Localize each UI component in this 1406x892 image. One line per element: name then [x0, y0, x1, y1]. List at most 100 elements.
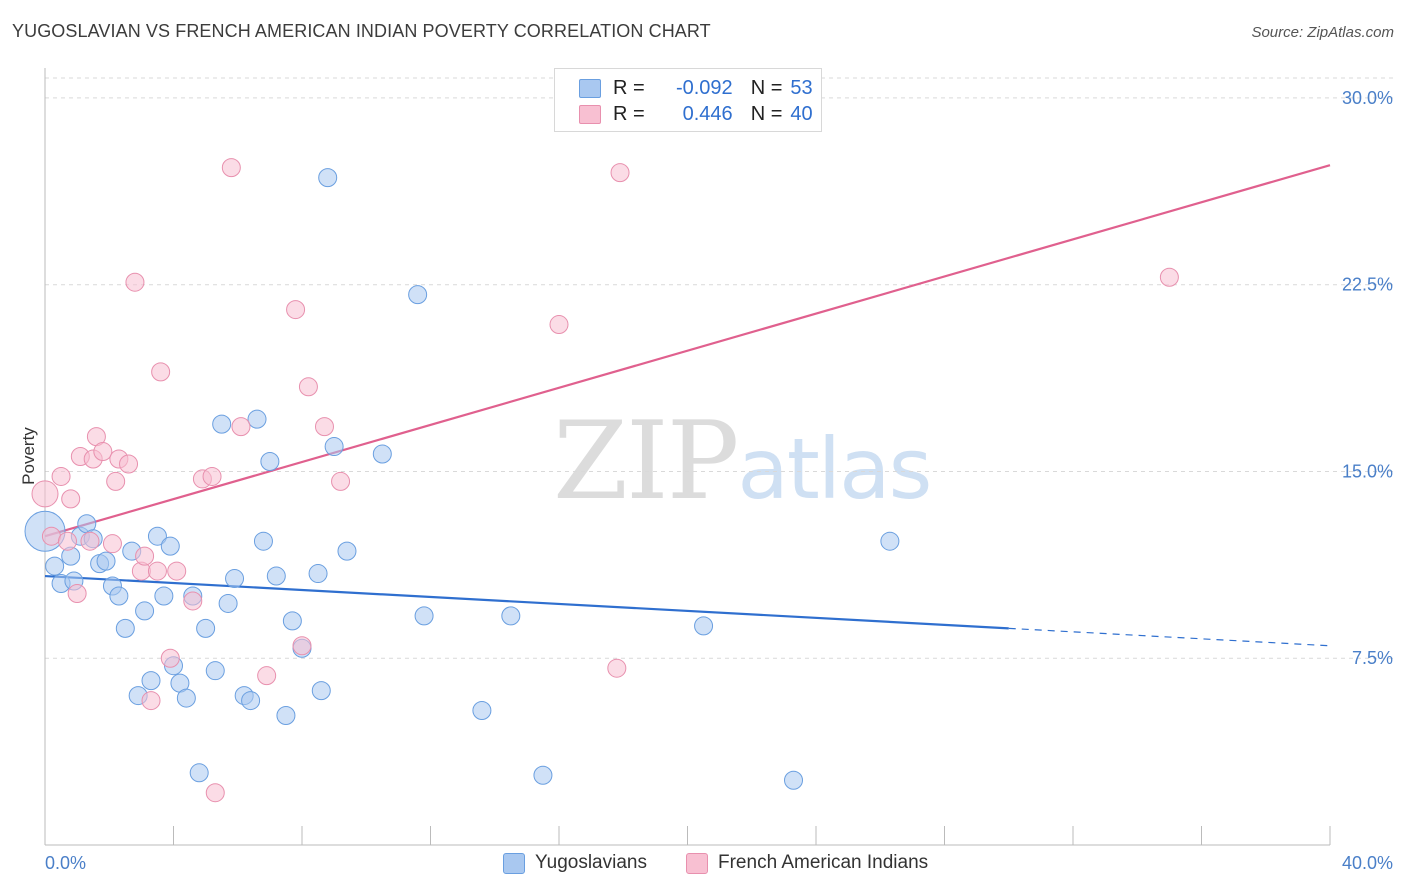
- data-point: [61, 489, 81, 509]
- data-point: [109, 586, 129, 606]
- data-point: [147, 561, 167, 581]
- tick-labels: 7.5% 15.0% 22.5% 30.0% 0.0% 40.0%: [45, 88, 1393, 873]
- data-point: [189, 763, 209, 783]
- data-point: [501, 606, 521, 626]
- data-point: [119, 454, 139, 474]
- data-point: [472, 701, 492, 721]
- data-point: [260, 452, 280, 471]
- watermark-atlas: atlas: [737, 420, 932, 518]
- correlation-legend: R = -0.092 N = 53 R = 0.446 N = 40: [554, 68, 822, 132]
- data-point: [414, 606, 434, 626]
- series-label: Yugoslavians: [535, 852, 647, 873]
- legend-r-value: 0.446: [682, 102, 733, 125]
- series-swatch-french-american-indians: [686, 852, 708, 874]
- legend-r-label: R =: [613, 76, 645, 99]
- data-point: [253, 531, 273, 551]
- data-point: [57, 531, 77, 551]
- data-point: [147, 526, 167, 546]
- series-legend-yugoslavians[interactable]: Yugoslavians: [503, 852, 647, 874]
- data-point: [51, 466, 71, 486]
- legend-row-french-american-indians: R = 0.446 N = 40: [579, 102, 813, 126]
- data-point: [96, 551, 116, 571]
- data-point: [337, 541, 357, 561]
- data-point: [784, 770, 804, 790]
- data-point: [318, 168, 338, 188]
- series-legend-french-american-indians[interactable]: French American Indians: [686, 852, 928, 874]
- data-point: [135, 546, 155, 566]
- data-point: [308, 564, 328, 584]
- data-point: [298, 377, 318, 397]
- data-point: [880, 531, 900, 551]
- data-point: [45, 556, 65, 576]
- data-point: [1159, 267, 1179, 287]
- data-point: [31, 480, 59, 508]
- data-point: [257, 666, 277, 686]
- source-credit: Source: ZipAtlas.com: [1251, 24, 1394, 41]
- data-point: [205, 661, 225, 681]
- data-point: [247, 409, 267, 429]
- data-point: [151, 362, 171, 382]
- data-point: [160, 536, 180, 556]
- trend-line-extension: [1008, 627, 1331, 647]
- data-point: [225, 569, 245, 589]
- series-swatch-yugoslavians: [503, 852, 525, 874]
- legend-n-label: N =: [750, 76, 783, 99]
- trend-lines: [44, 164, 1331, 647]
- legend-r-value: -0.092: [675, 76, 733, 99]
- data-point: [218, 593, 238, 613]
- trend-line: [44, 164, 1331, 538]
- legend-n-label: N =: [750, 102, 783, 125]
- data-points: [24, 98, 1179, 803]
- series-legend: Yugoslavians French American Indians: [0, 852, 1406, 878]
- series-label: French American Indians: [718, 852, 929, 873]
- data-point: [141, 671, 161, 691]
- y-tick-label: 22.5%: [1342, 275, 1393, 295]
- data-point: [372, 444, 392, 464]
- legend-n-value: 53: [790, 76, 813, 99]
- data-point: [610, 163, 630, 183]
- data-point: [266, 566, 286, 586]
- data-point: [286, 300, 306, 320]
- data-point: [67, 583, 87, 603]
- y-axis-label: Poverty: [19, 427, 38, 485]
- data-point: [324, 437, 344, 457]
- data-point: [694, 616, 714, 636]
- x-tick-label: 40.0%: [1342, 853, 1393, 873]
- data-point: [80, 531, 100, 551]
- data-point: [93, 442, 113, 462]
- data-point: [331, 471, 351, 491]
- data-point: [183, 591, 203, 611]
- data-point: [292, 636, 312, 656]
- trend-line: [44, 574, 1009, 630]
- series-french-american-indians: [31, 98, 1179, 803]
- data-point: [135, 601, 155, 621]
- data-point: [125, 272, 145, 292]
- data-point: [533, 765, 553, 785]
- y-tick-label: 30.0%: [1342, 88, 1393, 108]
- data-point: [205, 783, 225, 803]
- axes: [44, 68, 1331, 846]
- data-point: [176, 688, 196, 708]
- data-point: [549, 315, 569, 335]
- legend-r-label: R =: [613, 102, 645, 125]
- data-point: [154, 586, 174, 606]
- data-point: [282, 611, 302, 631]
- data-point: [160, 648, 180, 668]
- data-point: [106, 471, 126, 491]
- data-point: [167, 561, 187, 581]
- watermark: ZIPatlas: [553, 398, 932, 524]
- legend-n-value: 40: [790, 102, 813, 125]
- data-point: [231, 417, 251, 437]
- data-point: [607, 658, 627, 678]
- data-point: [241, 691, 261, 711]
- x-tick-label: 0.0%: [45, 853, 86, 873]
- data-point: [212, 414, 232, 434]
- data-point: [102, 534, 122, 554]
- legend-swatch-french-american-indians: [579, 104, 601, 124]
- legend-row-yugoslavians: R = -0.092 N = 53: [579, 76, 813, 100]
- data-point: [276, 706, 296, 726]
- data-point: [115, 618, 135, 638]
- legend-swatch-yugoslavians: [579, 78, 601, 98]
- y-tick-label: 7.5%: [1352, 648, 1393, 668]
- data-point: [221, 158, 241, 178]
